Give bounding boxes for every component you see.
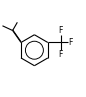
Text: F: F [58,26,63,35]
Text: F: F [58,50,63,59]
Text: F: F [68,38,73,47]
